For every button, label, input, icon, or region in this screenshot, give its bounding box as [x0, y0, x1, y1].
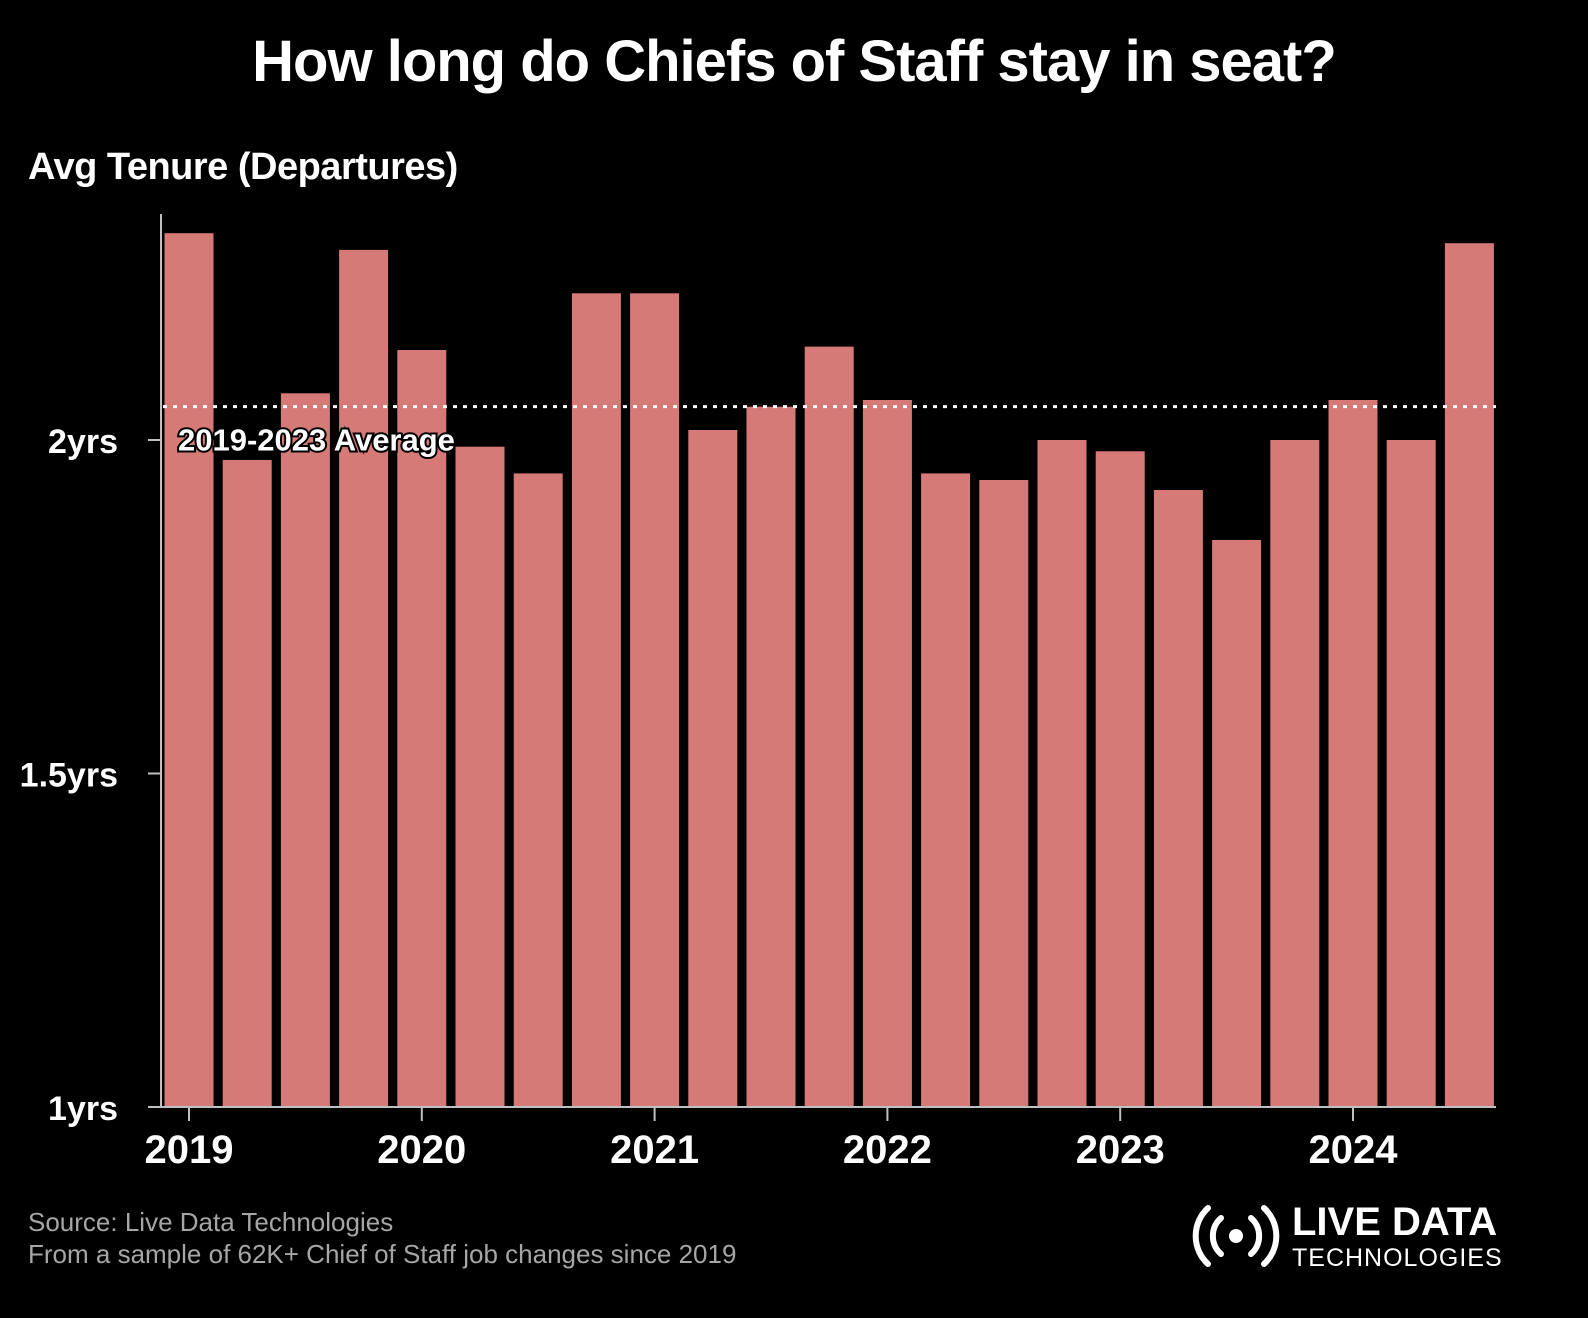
x-tick-label-5: 2024: [1309, 1128, 1399, 1172]
bar-18: [1212, 540, 1262, 1107]
bars-layer: [164, 233, 1494, 1108]
x-tick-label-4: 2023: [1076, 1128, 1165, 1172]
y-axis-title: Avg Tenure (Departures): [28, 146, 458, 188]
x-tick-label-2: 2021: [610, 1128, 699, 1172]
chart-title: How long do Chiefs of Staff stay in seat…: [252, 29, 1337, 94]
logo-subtitle: TECHNOLOGIES: [1292, 1244, 1503, 1272]
bar-6: [513, 473, 563, 1107]
bar-17: [1153, 490, 1203, 1107]
bar-21: [1386, 440, 1436, 1107]
y-tick-label-1: 1.5yrs: [20, 757, 118, 795]
average-line-label: 2019-2023 Average: [178, 423, 455, 458]
bar-16: [1095, 451, 1145, 1107]
y-tick-label-0: 1yrs: [48, 1090, 118, 1128]
bar-10: [746, 406, 796, 1107]
bar-19: [1270, 440, 1320, 1107]
bar-0: [164, 233, 214, 1107]
x-tick-label-0: 2019: [145, 1128, 234, 1172]
logo-wordmark: LIVE DATA: [1292, 1200, 1498, 1244]
bar-12: [862, 400, 912, 1107]
bar-22: [1444, 243, 1494, 1107]
bar-2: [280, 393, 330, 1107]
sample-note: From a sample of 62K+ Chief of Staff job…: [28, 1239, 737, 1269]
bar-14: [979, 480, 1029, 1107]
bar-3: [339, 249, 389, 1107]
bar-4: [397, 350, 447, 1107]
axes-layer: 1yrs 1.5yrs 2yrs 2019 2020 2021 2022 2023 2024: [20, 214, 1496, 1172]
bar-11: [804, 346, 854, 1108]
x-tick-label-3: 2022: [843, 1128, 932, 1172]
bar-7: [571, 293, 621, 1107]
bar-chart: 1yrs 1.5yrs 2yrs 2019 2020 2021 2022 2023 2024 2…: [20, 214, 1496, 1172]
source-line: Source: Live Data Technologies: [28, 1207, 394, 1237]
company-logo: LIVE DATA TECHNOLOGIES: [1188, 1198, 1548, 1278]
bar-5: [455, 446, 505, 1107]
reference-layer: 2019-2023 Average: [163, 405, 1496, 460]
bar-13: [921, 473, 971, 1107]
bar-15: [1037, 440, 1087, 1107]
broadcast-signal-icon: [1192, 1205, 1280, 1267]
source-note: Source: Live Data Technologies From a sa…: [28, 1206, 736, 1270]
bar-20: [1328, 400, 1378, 1107]
bar-1: [222, 460, 272, 1107]
bar-8: [630, 293, 680, 1107]
y-tick-label-2: 2yrs: [48, 423, 118, 461]
x-tick-label-1: 2020: [377, 1128, 466, 1172]
bar-9: [688, 430, 738, 1107]
